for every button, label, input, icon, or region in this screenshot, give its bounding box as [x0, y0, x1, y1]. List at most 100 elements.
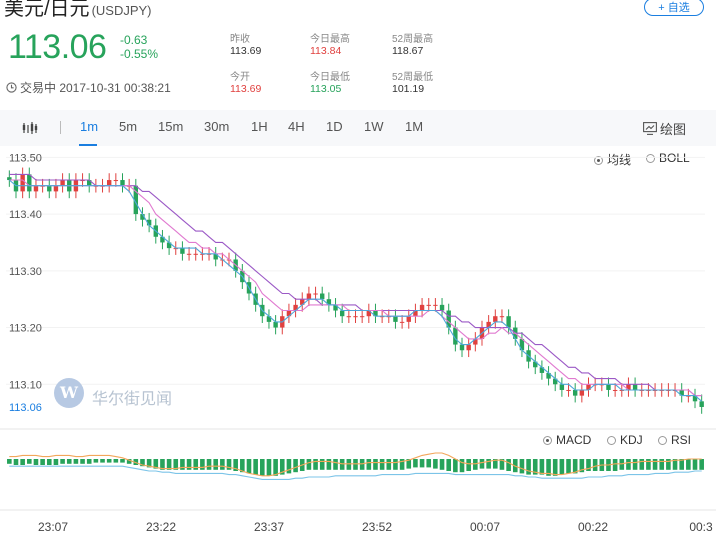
macd-bar	[486, 459, 491, 469]
macd-bar	[246, 459, 252, 474]
candle-body	[466, 344, 471, 351]
draw-button[interactable]: 绘图	[643, 119, 686, 138]
ma-mid-line	[9, 179, 702, 397]
x-tick-label: 23:22	[146, 520, 176, 534]
active-interval-indicator	[79, 144, 97, 146]
candlestick-type-icon[interactable]	[22, 121, 40, 135]
interval-1mo[interactable]: 1M	[405, 119, 424, 134]
candle-body	[326, 299, 332, 305]
stat-label: 今日最低	[310, 72, 350, 83]
stat-value: 118.67	[392, 45, 424, 57]
candle-body	[612, 389, 618, 391]
stat-value: 113.69	[230, 45, 262, 57]
option-rsi[interactable]: RSI	[658, 433, 691, 447]
macd-bar	[100, 459, 105, 463]
interval-1w[interactable]: 1W	[364, 119, 384, 134]
candle-body	[586, 384, 591, 390]
clock-icon	[6, 82, 17, 93]
option-boll[interactable]: BOLL	[646, 151, 690, 165]
macd-bar	[306, 459, 312, 470]
stat-label: 52周最高	[392, 34, 434, 45]
candle-body	[47, 185, 52, 192]
add-watchlist-button[interactable]: + 自选	[644, 0, 704, 16]
interval-4h[interactable]: 4H	[288, 119, 305, 134]
interval-30m[interactable]: 30m	[204, 119, 230, 134]
ma-slow-line	[9, 173, 702, 397]
candle-body	[53, 185, 59, 192]
macd-bar	[166, 459, 172, 470]
x-tick-label: 00:07	[470, 520, 500, 534]
macd-bar	[133, 459, 139, 465]
draw-label: 绘图	[660, 122, 687, 137]
candle-body	[60, 180, 65, 186]
candle-body	[433, 304, 438, 306]
radio-icon	[607, 436, 616, 445]
macd-bar	[406, 459, 412, 469]
stat-day-low: 今日最低 113.05	[310, 68, 350, 95]
macd-bar	[592, 459, 598, 471]
option-macd[interactable]: MACD	[543, 433, 591, 447]
macd-bar	[466, 459, 471, 471]
candle-body	[439, 304, 445, 311]
macd-bar	[699, 459, 704, 470]
macd-bar	[93, 459, 99, 463]
candle-body	[7, 177, 12, 181]
stat-value: 113.84	[310, 45, 342, 57]
macd-bar	[173, 459, 179, 470]
option-kdj[interactable]: KDJ	[607, 433, 643, 447]
macd-bar	[326, 459, 332, 470]
interval-1d[interactable]: 1D	[326, 119, 343, 134]
macd-bar	[479, 459, 485, 469]
macd-bar	[220, 459, 225, 470]
macd-bar	[46, 459, 52, 465]
interval-5m[interactable]: 5m	[119, 119, 138, 134]
candle-body	[413, 310, 418, 317]
macd-bar	[293, 459, 298, 473]
trading-status-text: 交易中 2017-10-31 00:38:21	[20, 81, 171, 95]
macd-bar	[459, 459, 465, 473]
ma-fast-line	[8, 179, 703, 402]
interval-1m[interactable]: 1m	[80, 119, 99, 134]
macd-dif-line	[9, 452, 702, 477]
price-chart[interactable]: 113.50 113.40 113.30 113.20 113.10 113.06 23:0…	[0, 146, 716, 541]
x-tick-label: 23:52	[362, 520, 392, 534]
radio-icon	[543, 436, 552, 445]
macd-bar	[253, 459, 258, 475]
option-ma[interactable]: 均线	[594, 151, 631, 168]
macd-bar	[333, 459, 338, 470]
candle-body	[193, 253, 198, 255]
y-tick-label: 113.10	[9, 379, 42, 391]
candle-body	[553, 378, 558, 385]
candle-body	[333, 304, 338, 311]
chart-toolbar: 1m 5m 15m 30m 1H 4H 1D 1W 1M 绘图	[0, 110, 716, 146]
macd-bar	[413, 459, 418, 468]
instrument-title: 美元/日元 (USDJPY)	[4, 0, 152, 21]
interval-1h[interactable]: 1H	[251, 119, 268, 134]
macd-bar	[146, 459, 152, 468]
macd-bar	[586, 459, 591, 471]
macd-bar	[160, 459, 165, 470]
macd-bar	[666, 459, 671, 470]
y-tick-label: 113.20	[9, 323, 42, 335]
candle-body	[486, 321, 491, 328]
candle-body	[339, 310, 345, 317]
option-boll-label: BOLL	[659, 151, 690, 165]
macd-bar	[439, 459, 445, 470]
candle-body	[632, 384, 638, 390]
macd-bar	[559, 459, 565, 475]
interval-15m[interactable]: 15m	[158, 119, 184, 134]
macd-bar	[399, 459, 405, 470]
change-value: -0.63	[120, 33, 148, 47]
macd-bar	[200, 459, 205, 470]
option-rsi-label: RSI	[671, 433, 692, 447]
macd-bar	[319, 459, 325, 470]
candle-body	[266, 316, 272, 322]
candle-body	[579, 389, 585, 396]
candle-body	[406, 316, 411, 322]
x-tick-label: 23:07	[38, 520, 68, 534]
candle-body	[606, 384, 611, 390]
stat-open: 今开 113.69	[230, 68, 261, 95]
macd-bar	[539, 459, 545, 475]
candle-body	[399, 321, 405, 323]
instrument-name: 美元/日元	[4, 0, 90, 20]
